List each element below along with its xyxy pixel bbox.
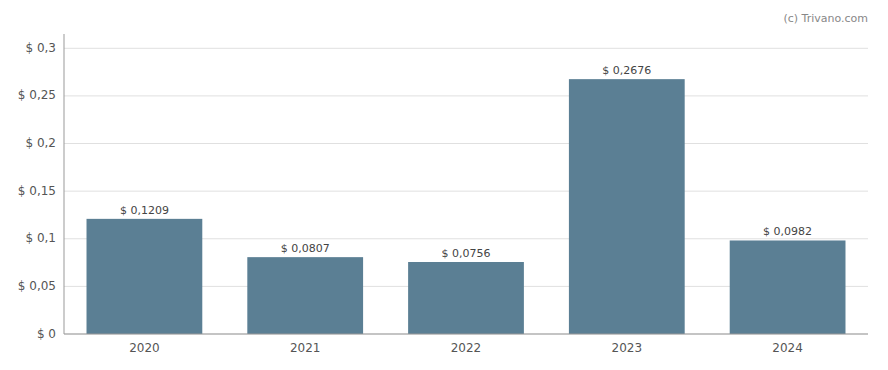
x-tick-label: 2024 [772, 341, 803, 355]
y-axis-line [64, 34, 65, 334]
x-tick-label: 2021 [290, 341, 321, 355]
bar [247, 257, 363, 334]
grid-line [64, 191, 868, 192]
bar [730, 240, 846, 334]
y-tick-label: $ 0,25 [18, 88, 56, 102]
y-tick-label: $ 0,1 [25, 231, 56, 245]
grid-line [64, 334, 868, 335]
grid-line [64, 143, 868, 144]
bars [87, 79, 846, 334]
y-tick-label: $ 0,3 [25, 41, 56, 55]
x-axis-line [64, 334, 868, 335]
data-label: $ 0,0807 [281, 242, 330, 255]
data-label: $ 0,0756 [442, 247, 491, 260]
x-tick-label: 2022 [451, 341, 482, 355]
y-tick-label: $ 0,05 [18, 279, 56, 293]
bar [87, 219, 203, 334]
bar [408, 262, 524, 334]
chart-svg: $ 0 $ 0,05 $ 0,1 $ 0,15 $ 0,2 $ 0,25 $ 0,3 2020… [0, 0, 888, 370]
bar [569, 79, 685, 334]
x-tick-label: 2023 [612, 341, 643, 355]
data-label: $ 0,1209 [120, 204, 169, 217]
y-tick-label: $ 0,2 [25, 136, 56, 150]
watermark: (c) Trivano.com [783, 12, 868, 25]
grid-line [64, 95, 868, 96]
grid-line [64, 48, 868, 49]
data-label: $ 0,0982 [763, 225, 812, 238]
data-label: $ 0,2676 [602, 64, 651, 77]
x-tick-label: 2020 [129, 341, 160, 355]
grid [64, 48, 868, 334]
chart-container: $ 0 $ 0,05 $ 0,1 $ 0,15 $ 0,2 $ 0,25 $ 0,3 2020… [0, 0, 888, 370]
y-tick-label: $ 0,15 [18, 184, 56, 198]
y-tick-label: $ 0 [37, 327, 56, 341]
